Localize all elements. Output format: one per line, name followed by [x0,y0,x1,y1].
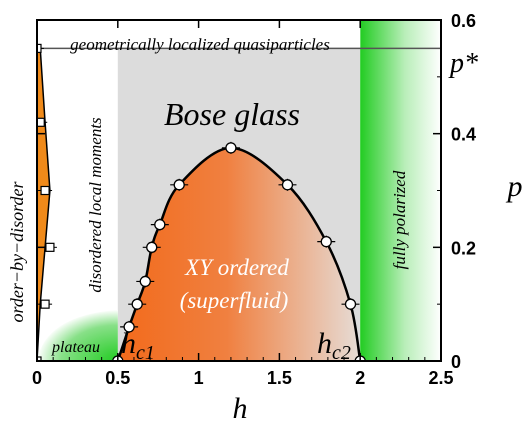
phase-boundary-point [123,321,135,333]
phase-boundary-point [139,275,151,288]
superfluid-label: (superfluid) [180,288,289,313]
order-by-disorder-point [40,185,50,196]
phase-boundary-point [320,235,332,248]
order-by-disorder-point [37,356,42,361]
x-tick-label: 2 [355,368,365,388]
order-by-disorder-point [37,43,42,54]
order-by-disorder-point [45,242,55,252]
y-tick-label: 0 [451,352,461,372]
xy-ordered-region [117,147,361,361]
x-tick-label: 2.5 [428,368,453,388]
disordered-moments-label: disordered local moments [86,117,105,293]
xy-ordered-label: XY ordered [184,255,289,280]
geometric-label: geometrically localized quasiparticles [70,35,330,54]
plateau-region [37,309,118,361]
x-tick-label: 0.5 [105,368,130,388]
y-axis-title: p [506,170,523,203]
phase-boundary-point [173,179,185,191]
phase-boundary-point [225,142,237,154]
phase-boundary-point [154,218,166,231]
x-tick-label: 1 [194,368,204,388]
phase-boundary-point [131,298,143,310]
fully-polarized-label: fully polarized [390,170,409,269]
order-by-disorder-point [40,299,50,309]
bose-glass-label: Bose glass [164,96,300,132]
x-tick-label: 0 [32,368,42,388]
order-by-disorder-point [37,117,45,127]
phase-boundary-point [344,298,357,310]
y-tick-label: 0.4 [451,125,476,145]
p-star-label: p* [448,48,478,79]
hc2-label: hc2 [317,327,351,364]
x-tick-label: 1.5 [267,368,292,388]
fully-polarized-region [360,20,441,361]
phase-boundary-point [281,179,294,191]
y-tick-label: 0.2 [451,238,476,258]
x-axis-title: h [233,392,248,425]
plateau-label: plateau [51,339,100,356]
order-by-disorder-region [37,47,51,361]
order-by-disorder-label: order−by−disorder [7,181,27,323]
hc1-label: hc1 [121,327,155,364]
y-tick-label: 0.6 [451,11,476,31]
phase-boundary-point [146,241,158,253]
